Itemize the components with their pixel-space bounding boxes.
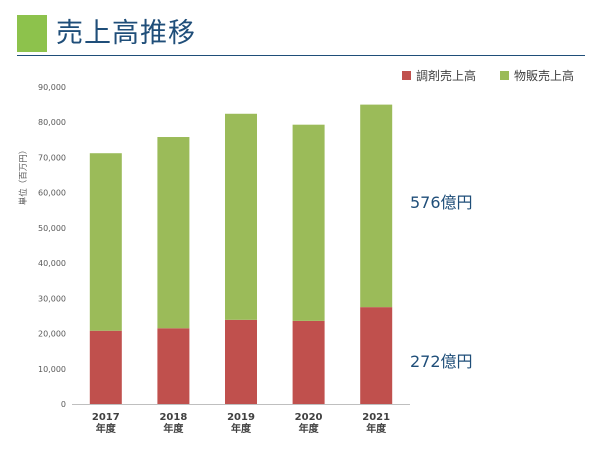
- bar-merchandise-sales: [157, 137, 190, 329]
- x-tick-label: 2019: [227, 412, 255, 423]
- bar-merchandise-sales: [360, 104, 393, 308]
- y-tick-label: 60,000: [38, 189, 66, 198]
- bar-merchandise-sales: [292, 124, 325, 321]
- legend-swatch: [500, 71, 509, 80]
- y-tick-label: 90,000: [38, 83, 66, 92]
- bar-dispensing-sales: [360, 307, 393, 404]
- callout-lower: 272億円: [410, 352, 473, 371]
- y-axis-label: 単位（百万円）: [18, 146, 29, 206]
- x-tick-label: 年度: [163, 422, 184, 435]
- y-tick-label: 70,000: [38, 153, 66, 162]
- bar-dispensing-sales: [157, 328, 190, 404]
- y-tick-label: 20,000: [38, 330, 66, 339]
- bar-dispensing-sales: [225, 319, 257, 404]
- bar-dispensing-sales: [89, 330, 122, 404]
- x-tick-label: 年度: [366, 422, 387, 435]
- x-tick-label: 2020: [295, 412, 323, 423]
- legend-label: 調剤売上高: [416, 68, 476, 83]
- bar-dispensing-sales: [292, 320, 325, 404]
- y-tick-label: 0: [61, 400, 66, 409]
- y-tick-label: 40,000: [38, 259, 66, 268]
- y-tick-label: 50,000: [38, 224, 66, 233]
- y-tick-label: 10,000: [38, 365, 66, 374]
- legend-label: 物販売上高: [514, 68, 574, 83]
- x-tick-label: 年度: [299, 422, 320, 435]
- y-tick-label: 30,000: [38, 294, 66, 303]
- x-tick-label: 年度: [231, 422, 252, 435]
- callout-upper: 576億円: [410, 193, 473, 212]
- title-divider: [17, 55, 585, 56]
- bar-merchandise-sales: [89, 153, 122, 331]
- bar-merchandise-sales: [225, 113, 257, 320]
- x-tick-label: 2018: [159, 412, 187, 423]
- y-tick-label: 80,000: [38, 118, 66, 127]
- x-tick-label: 年度: [96, 422, 117, 435]
- title-accent-block: [17, 15, 47, 52]
- legend-swatch: [402, 71, 411, 80]
- page-title: 売上高推移: [56, 18, 196, 49]
- x-tick-label: 2021: [362, 412, 390, 423]
- x-tick-label: 2017: [92, 412, 120, 423]
